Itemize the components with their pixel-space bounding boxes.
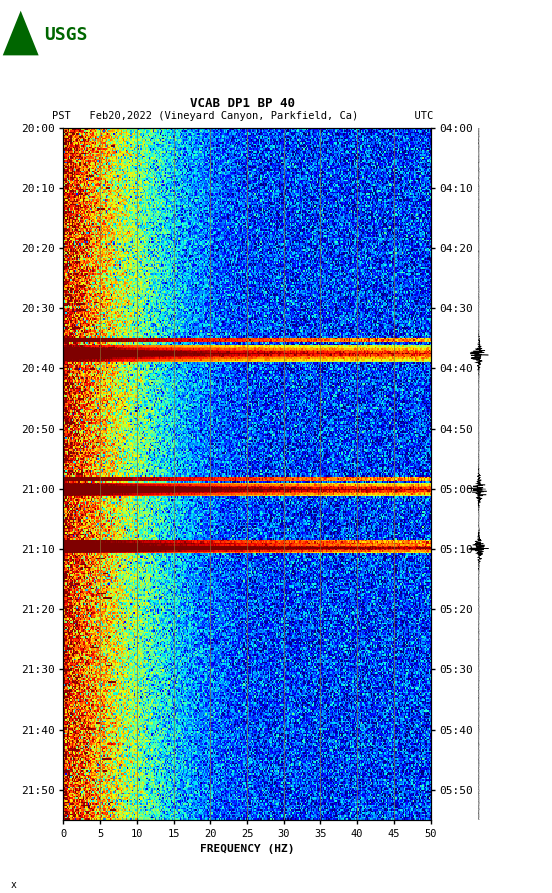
X-axis label: FREQUENCY (HZ): FREQUENCY (HZ) xyxy=(200,845,294,855)
Text: x: x xyxy=(11,880,17,889)
Text: PST   Feb20,2022 (Vineyard Canyon, Parkfield, Ca)         UTC: PST Feb20,2022 (Vineyard Canyon, Parkfie… xyxy=(52,112,433,121)
Polygon shape xyxy=(3,11,39,55)
Text: USGS: USGS xyxy=(44,26,88,45)
Text: VCAB DP1 BP 40: VCAB DP1 BP 40 xyxy=(190,96,295,110)
